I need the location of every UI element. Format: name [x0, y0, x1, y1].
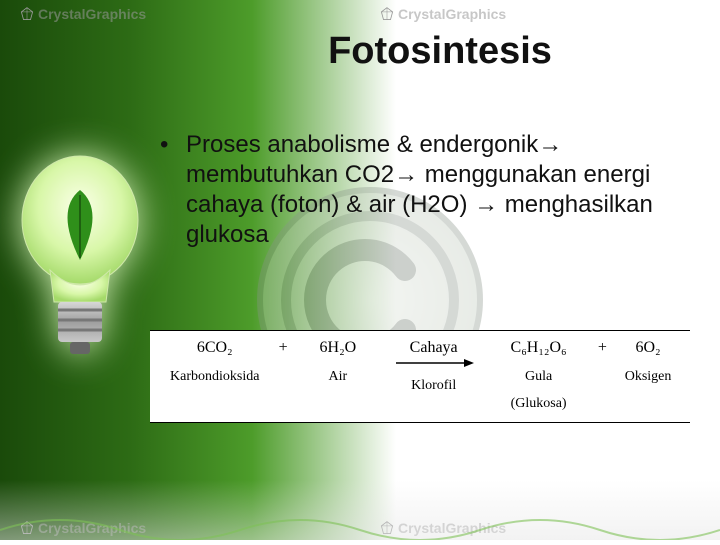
- eq-term: 6O₂: [616, 339, 680, 357]
- eq-plus: +: [589, 339, 616, 357]
- eq-label: Karbondioksida: [160, 369, 269, 385]
- lightbulb-leaf-icon: [10, 140, 150, 380]
- eq-sublabel: (Glukosa): [488, 396, 588, 412]
- watermark-top-right: CrystalGraphics: [380, 6, 506, 22]
- slide-body: • Proses anabolisme & endergonik→ membut…: [160, 130, 680, 250]
- eq-plus: +: [269, 339, 296, 357]
- slide: CrystalGraphics CrystalGraphics CrystalG…: [0, 0, 720, 540]
- eq-arrow-top: Cahaya: [379, 339, 488, 357]
- eq-term: 6CO₂: [160, 339, 269, 357]
- bullet-text: Proses anabolisme & endergonik→ membutuh…: [186, 130, 680, 250]
- eq-label: Gula: [488, 369, 588, 385]
- vine-decoration-icon: [0, 510, 720, 540]
- equation-box: 6CO₂ + 6H₂O Cahaya C₆H₁₂O₆ + 6O₂ Karbond…: [150, 330, 690, 423]
- eq-label: Air: [297, 369, 379, 385]
- crystal-icon: [20, 7, 34, 21]
- eq-term: 6H₂O: [297, 339, 379, 357]
- watermark-top-left: CrystalGraphics: [20, 6, 146, 22]
- watermark-text: CrystalGraphics: [398, 6, 506, 22]
- slide-title: Fotosintesis: [200, 30, 680, 73]
- eq-label: Oksigen: [616, 369, 680, 385]
- eq-term: C₆H₁₂O₆: [488, 339, 588, 357]
- bullet-marker: •: [160, 130, 186, 250]
- crystal-icon: [380, 7, 394, 21]
- watermark-text: CrystalGraphics: [38, 6, 146, 22]
- eq-arrow-sub: Klorofil: [379, 378, 488, 394]
- reaction-arrow-icon: Klorofil: [379, 359, 488, 394]
